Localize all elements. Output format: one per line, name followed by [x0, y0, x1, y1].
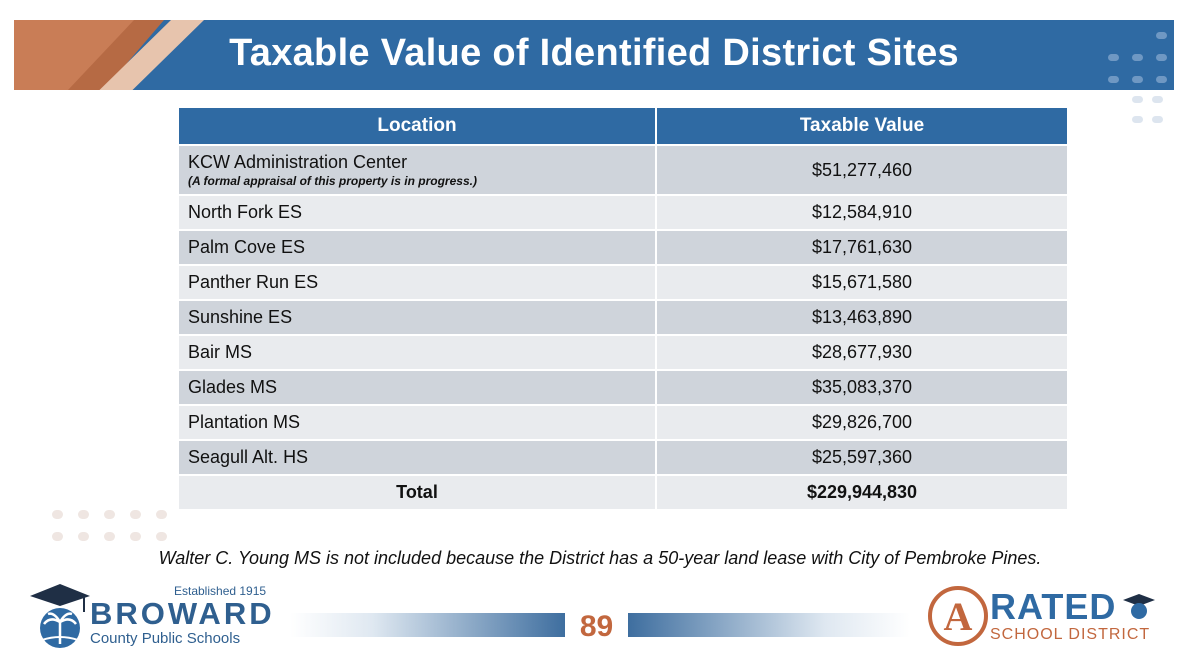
table-row: Glades MS $35,083,370	[177, 369, 1069, 406]
location-cell: Seagull Alt. HS	[177, 439, 657, 476]
table-row: North Fork ES $12,584,910	[177, 194, 1069, 231]
location-cell: Sunshine ES	[177, 299, 657, 336]
a-rated-logo: A RATED SCHOOL DISTRICT	[926, 582, 1171, 652]
broward-logo: Established 1915 BROWARD County Public S…	[28, 578, 278, 652]
location-label: KCW Administration Center	[188, 152, 408, 172]
location-cell: Bair MS	[177, 334, 657, 371]
value-cell: $15,671,580	[655, 264, 1069, 301]
table-row: Panther Run ES $15,671,580	[177, 264, 1069, 301]
title-banner: Taxable Value of Identified District Sit…	[14, 20, 1174, 90]
location-cell: Glades MS	[177, 369, 657, 406]
footnote: Walter C. Young MS is not included becau…	[158, 548, 1042, 568]
total-label: Total	[177, 474, 657, 511]
column-header-location: Location	[177, 106, 657, 146]
broward-wordmark: BROWARD	[90, 596, 275, 631]
location-cell: Panther Run ES	[177, 264, 657, 301]
column-header-taxable-value: Taxable Value	[655, 106, 1069, 146]
total-value: $229,944,830	[655, 474, 1069, 511]
value-cell: $25,597,360	[655, 439, 1069, 476]
location-cell: North Fork ES	[177, 194, 657, 231]
page-title: Taxable Value of Identified District Sit…	[229, 32, 959, 74]
value-cell: $17,761,630	[655, 229, 1069, 266]
rated-wordmark: RATED	[990, 586, 1117, 627]
table-row: Plantation MS $29,826,700	[177, 404, 1069, 441]
value-cell: $13,463,890	[655, 299, 1069, 336]
total-row: Total $229,944,830	[177, 474, 1069, 511]
appraisal-note: (A formal appraisal of this property is …	[188, 174, 477, 188]
location-cell: Plantation MS	[177, 404, 657, 441]
location-cell: Palm Cove ES	[177, 229, 657, 266]
school-district-label: SCHOOL DISTRICT	[990, 626, 1151, 643]
page-number: 89	[579, 610, 614, 643]
table-row: Sunshine ES $13,463,890	[177, 299, 1069, 336]
graduation-cap-icon	[1123, 594, 1155, 619]
broward-subtitle: County Public Schools	[90, 630, 241, 647]
value-cell: $35,083,370	[655, 369, 1069, 406]
table-row: Seagull Alt. HS $25,597,360	[177, 439, 1069, 476]
value-cell: $12,584,910	[655, 194, 1069, 231]
established-label: Established 1915	[174, 584, 267, 598]
value-cell: $28,677,930	[655, 334, 1069, 371]
a-grade-icon: A	[928, 586, 988, 646]
value-cell: $51,277,460	[655, 144, 1069, 196]
footer-bar-left	[290, 613, 565, 637]
footer-bar-right	[628, 613, 910, 637]
table-row: Bair MS $28,677,930	[177, 334, 1069, 371]
table-row: Palm Cove ES $17,761,630	[177, 229, 1069, 266]
graduation-cap-palm-icon	[30, 584, 90, 648]
value-cell: $29,826,700	[655, 404, 1069, 441]
table-row: KCW Administration Center (A formal appr…	[177, 144, 1069, 196]
taxable-value-table: Location Taxable Value KCW Administratio…	[177, 106, 1069, 511]
location-cell: KCW Administration Center (A formal appr…	[177, 144, 657, 196]
a-grade-letter: A	[944, 594, 973, 639]
